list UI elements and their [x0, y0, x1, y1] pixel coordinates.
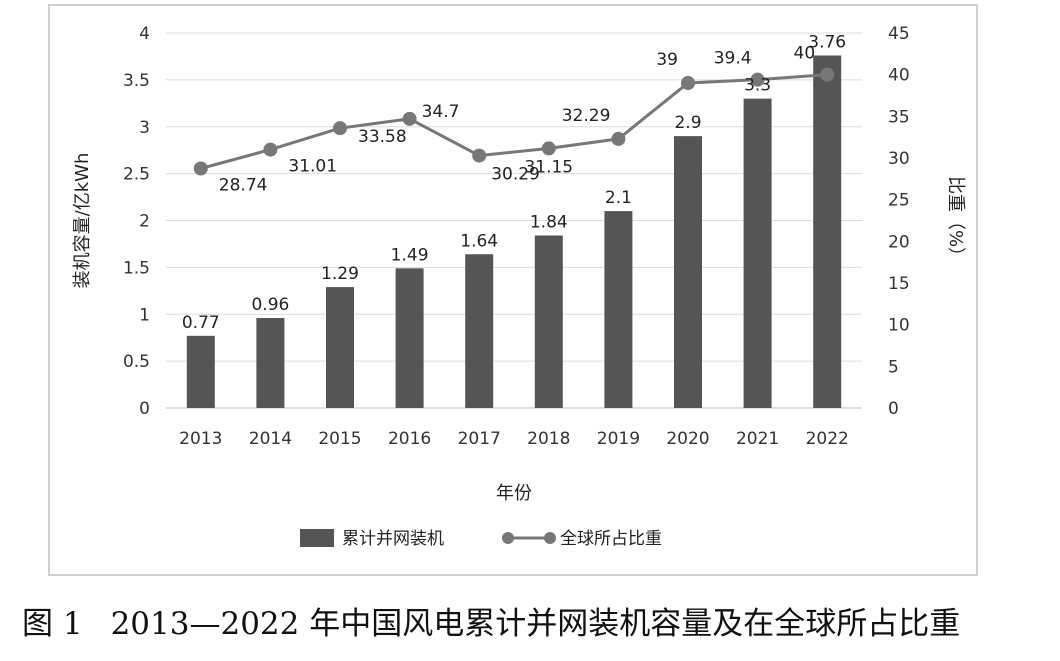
y2-tick-label: 0: [888, 399, 899, 419]
y2-tick-label: 40: [888, 66, 910, 86]
x-tick-label: 2021: [736, 429, 779, 449]
x-tick-label: 2022: [806, 429, 849, 449]
x-tick-label: 2013: [179, 429, 222, 449]
bar: [813, 55, 842, 408]
line-point: [681, 76, 695, 90]
line-data-label: 33.58: [358, 127, 407, 147]
line-data-label: 31.01: [288, 157, 337, 177]
x-tick-label: 2017: [458, 429, 501, 449]
line-data-label: 30.29: [491, 165, 540, 185]
bar: [326, 287, 354, 408]
bar: [465, 254, 494, 408]
line-data-label: 34.7: [422, 102, 460, 122]
bar-data-label: 1.64: [460, 231, 498, 251]
x-tick-label: 2019: [597, 429, 640, 449]
y-tick-label: 2: [139, 212, 150, 232]
chart-frame: 0 0.5 1 1.5 2 2.5 3 3.5 4 0 5 10 15 20 25 30 35 40 45 2013 2…: [48, 4, 978, 576]
line-point: [263, 142, 278, 157]
y-tick-label: 1: [139, 305, 150, 325]
legend-line-label: 全球所占比重: [560, 529, 662, 549]
line-data-label: 40: [794, 44, 816, 64]
y-tick-label: 0.5: [123, 352, 150, 372]
bar-data-label: 2.1: [605, 188, 632, 208]
figure-caption: 图 1 2013—2022 年中国风电累计并网装机容量及在全球所占比重: [0, 598, 1060, 643]
y-tick-label: 3: [139, 118, 150, 138]
line-point: [333, 121, 347, 136]
bar-data-label: 1.84: [530, 213, 568, 233]
bar-data-label: 1.29: [321, 264, 359, 284]
series-line: [200, 73, 828, 170]
y2-axis-title: 比重（%）: [945, 176, 966, 265]
bar-data-label: 3.3: [744, 76, 771, 96]
bar: [534, 235, 563, 408]
y2-tick-label: 35: [888, 107, 910, 127]
x-axis-title: 年份: [496, 483, 532, 504]
bar-data-label: 3.76: [808, 33, 846, 53]
figure-label: 图 1: [22, 606, 83, 642]
x-tick-label: 2020: [666, 429, 709, 449]
bar: [395, 268, 424, 408]
bar-data-label: 0.77: [182, 313, 220, 333]
legend-bar-swatch: [300, 529, 334, 547]
y-tick-label: 1.5: [123, 258, 150, 278]
y2-tick-label: 45: [888, 24, 910, 44]
bar: [743, 98, 772, 408]
legend-line-marker: [544, 532, 556, 544]
x-tick-label: 2016: [388, 429, 431, 449]
y2-tick-label: 15: [888, 274, 910, 294]
y-axis-title: 装机容量/亿kWh: [72, 153, 93, 289]
figure-caption-text: 2013—2022 年中国风电累计并网装机容量及在全球所占比重: [110, 606, 961, 642]
bar: [186, 335, 215, 408]
line-point: [750, 72, 765, 87]
line-point: [541, 141, 556, 156]
line-data-label: 31.15: [524, 157, 573, 177]
bar: [674, 136, 702, 408]
y2-tick-label: 20: [888, 232, 910, 252]
y-tick-label: 4: [139, 24, 150, 44]
bar: [256, 318, 285, 408]
bar-data-label: 2.9: [674, 113, 701, 133]
y2-tick-label: 10: [888, 316, 910, 336]
line-point: [402, 111, 417, 126]
y2-tick-label: 5: [888, 357, 899, 377]
bar-data-label: 0.96: [251, 295, 289, 315]
line-point: [472, 148, 487, 163]
line-data-label: 28.74: [219, 176, 268, 196]
legend-bar-label: 累计并网装机: [342, 529, 444, 549]
line-point: [611, 131, 626, 146]
line-data-label: 32.29: [562, 106, 611, 126]
y-tick-label: 3.5: [123, 71, 150, 91]
y2-tick-label: 30: [888, 149, 910, 169]
bar-data-label: 1.49: [391, 245, 429, 265]
x-tick-label: 2014: [249, 429, 292, 449]
bar: [604, 211, 633, 408]
legend-line-marker: [502, 532, 514, 544]
x-tick-label: 2018: [527, 429, 570, 449]
line-data-label: 39.4: [714, 49, 752, 69]
line-data-label: 39: [656, 50, 678, 70]
y2-tick-label: 25: [888, 191, 910, 211]
x-tick-label: 2015: [318, 429, 361, 449]
y-tick-label: 0: [139, 399, 150, 419]
y-tick-label: 2.5: [123, 165, 150, 185]
line-point: [193, 161, 208, 176]
line-point: [820, 67, 835, 82]
